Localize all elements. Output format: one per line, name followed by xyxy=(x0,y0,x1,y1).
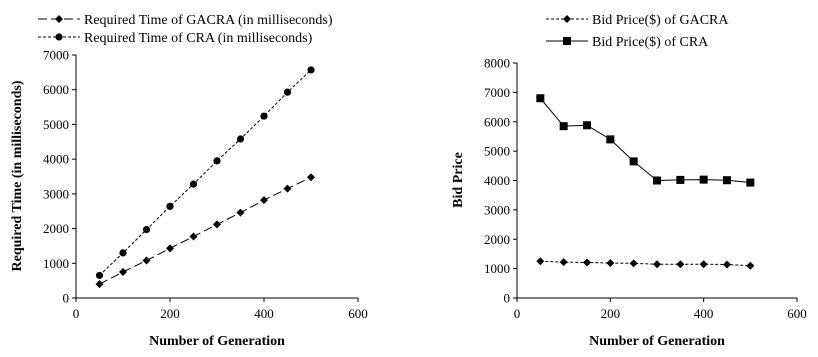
marker-point-9 xyxy=(746,261,755,270)
marker-point-6 xyxy=(676,175,685,184)
marker-point-5 xyxy=(653,176,661,185)
marker-legend-0 xyxy=(55,15,63,23)
legend-label: Bid Price($) of CRA xyxy=(592,35,709,50)
x-tick-label: 0 xyxy=(73,306,80,321)
marker-point-1 xyxy=(559,258,568,267)
marker-point-7 xyxy=(699,260,708,269)
marker-point-9 xyxy=(307,66,315,74)
marker-point-2 xyxy=(142,226,151,234)
marker-point-8 xyxy=(723,176,731,185)
y-tick-label: 0 xyxy=(63,291,70,306)
x-tick-label: 400 xyxy=(694,306,714,321)
series-2 xyxy=(95,66,315,280)
marker-point-0 xyxy=(95,271,104,280)
series-line xyxy=(99,176,312,285)
x-axis-label: Number of Generation xyxy=(149,334,285,349)
marker-point-7 xyxy=(260,196,268,205)
legend-entry-1: Bid Price($) of GACRA xyxy=(546,13,729,28)
marker-point-2 xyxy=(142,256,151,265)
marker-point-1 xyxy=(119,267,127,276)
marker-point-4 xyxy=(189,180,198,188)
series-2 xyxy=(536,94,755,187)
y-tick-label: 7000 xyxy=(43,48,69,63)
marker-point-3 xyxy=(166,244,174,253)
marker-point-9 xyxy=(746,178,755,187)
marker-legend-0 xyxy=(563,15,571,23)
y-tick-label: 3000 xyxy=(484,202,510,217)
marker-point-1 xyxy=(119,249,127,257)
chart-2: 0 1000 2000 3000 4000 5000 6000 7000 8000 0 200 400… xyxy=(451,13,807,349)
legend-label: Required Time of GACRA (in milliseconds) xyxy=(84,13,333,28)
y-tick-label: 4000 xyxy=(43,152,69,167)
y-tick-label: 1000 xyxy=(484,261,510,276)
marker-point-0 xyxy=(95,280,104,289)
x-tick-label: 600 xyxy=(348,306,368,321)
y-tick-label: 1000 xyxy=(43,256,69,271)
marker-point-4 xyxy=(189,232,198,241)
marker-point-0 xyxy=(536,94,545,103)
y-tick-label: 0 xyxy=(504,291,511,306)
x-axis-label: Number of Generation xyxy=(589,334,725,349)
marker-point-5 xyxy=(213,157,221,165)
marker-point-5 xyxy=(213,220,221,229)
legend-label: Bid Price($) of GACRA xyxy=(592,13,729,28)
series-1 xyxy=(95,173,315,289)
y-tick-label: 4000 xyxy=(484,173,510,188)
marker-point-9 xyxy=(307,173,315,182)
y-tick-label: 5000 xyxy=(484,144,510,159)
x-tick-label: 0 xyxy=(514,306,521,321)
y-tick-label: 8000 xyxy=(484,56,510,71)
marker-point-6 xyxy=(676,260,685,269)
marker-point-5 xyxy=(653,260,661,269)
y-tick-label: 3000 xyxy=(43,186,69,201)
legend-label: Required Time of CRA (in milliseconds) xyxy=(84,31,313,46)
marker-point-8 xyxy=(723,260,731,269)
y-tick-label: 5000 xyxy=(43,117,69,132)
x-tick-label: 400 xyxy=(254,306,274,321)
marker-point-3 xyxy=(606,135,615,144)
x-tick-label: 600 xyxy=(787,306,807,321)
marker-legend-0 xyxy=(563,37,571,45)
marker-point-1 xyxy=(559,122,568,131)
chart-1: 0 1000 2000 3000 4000 5000 6000 7000 0 200 400 600 N… xyxy=(10,13,368,349)
series-line xyxy=(539,97,751,184)
y-axis-label: Bid Price xyxy=(451,152,466,208)
marker-point-7 xyxy=(260,112,268,120)
marker-point-0 xyxy=(536,257,545,266)
y-tick-label: 2000 xyxy=(484,232,510,247)
series-line xyxy=(540,260,751,267)
marker-legend-0 xyxy=(55,33,63,41)
marker-point-3 xyxy=(166,202,174,210)
series-1 xyxy=(536,257,755,270)
marker-point-6 xyxy=(236,135,245,143)
y-axis-label: Required Time (in milliseconds) xyxy=(10,80,25,271)
legend-entry-2: Required Time of CRA (in milliseconds) xyxy=(38,31,313,46)
marker-point-2 xyxy=(583,258,591,267)
marker-point-4 xyxy=(629,259,638,268)
marker-point-8 xyxy=(283,184,292,193)
legend-entry-2: Bid Price($) of CRA xyxy=(546,35,709,50)
marker-point-8 xyxy=(283,88,292,96)
series-line xyxy=(99,69,312,276)
marker-point-4 xyxy=(629,157,638,166)
x-tick-label: 200 xyxy=(601,306,621,321)
marker-point-2 xyxy=(583,121,591,130)
marker-point-6 xyxy=(236,208,245,217)
marker-point-7 xyxy=(699,175,708,184)
x-tick-label: 200 xyxy=(160,306,180,321)
marker-point-3 xyxy=(606,259,615,268)
y-tick-label: 7000 xyxy=(484,85,510,100)
legend-entry-1: Required Time of GACRA (in milliseconds) xyxy=(38,13,333,28)
y-tick-label: 6000 xyxy=(43,82,69,97)
y-tick-label: 2000 xyxy=(43,221,69,236)
y-tick-label: 6000 xyxy=(484,114,510,129)
